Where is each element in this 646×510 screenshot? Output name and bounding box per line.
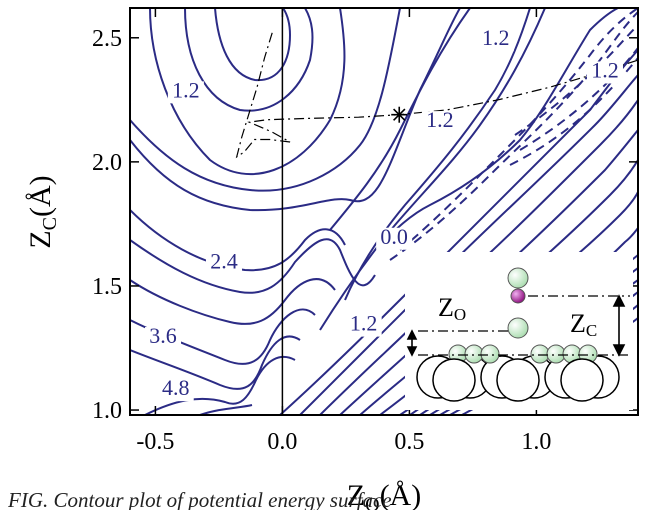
saddle-stroke — [393, 108, 406, 121]
reaction-path — [235, 32, 638, 159]
contour-label: 1.2 — [172, 77, 200, 102]
contour-line — [299, 74, 638, 415]
contour-line-dashed — [519, 47, 638, 151]
contour-line — [184, 8, 314, 112]
saddle-point-marker — [391, 106, 408, 123]
contour-line — [130, 278, 336, 325]
inset-schematic: ZO ZC — [405, 252, 633, 410]
x-tick-label: 0.5 — [394, 429, 424, 455]
contour-label-bg — [167, 81, 204, 104]
contour-line — [130, 335, 301, 390]
contour-line — [130, 8, 401, 192]
x-tick-label: 1.0 — [521, 429, 551, 455]
contour-label: 1.2 — [591, 57, 619, 82]
contour-label: 0.0 — [380, 224, 408, 249]
contour-line — [379, 8, 619, 246]
contour-label-bg — [205, 252, 242, 275]
contour-label-bg — [345, 314, 382, 337]
x-axis-title-sub: O — [365, 494, 379, 510]
x-axis-title: ZO(Å) — [347, 479, 421, 510]
figure-caption: FIG. Contour plot of potential energy su… — [8, 488, 392, 510]
oxygen-atom-adsorbed — [507, 317, 529, 339]
y-axis-title: ZC(Å) — [24, 175, 61, 248]
contour-line — [319, 99, 638, 415]
contour-label: 4.8 — [162, 375, 190, 400]
y-axis-title-sub: C — [39, 217, 61, 230]
contour-line-dashed — [509, 57, 638, 166]
contour-line — [149, 8, 346, 176]
inset-label-zo: ZO — [438, 293, 466, 324]
contour-labels: 1.2 1.2 1.2 1.2 0.0 1.2 2.4 3.6 4.8 — [145, 25, 623, 402]
contour-line — [279, 49, 638, 415]
contour-line — [329, 8, 471, 231]
contour-label-bg — [145, 327, 182, 350]
contour-line — [130, 8, 461, 212]
y-tick-label: 2.0 — [92, 150, 122, 176]
carbon-atom — [510, 288, 526, 304]
x-tick-label: 0.0 — [267, 429, 297, 455]
contour-label: 3.6 — [149, 323, 177, 348]
plot-frame — [129, 7, 639, 416]
y-axis-title-unit: (Å) — [24, 175, 57, 217]
inset-label-zc: ZC — [570, 309, 597, 340]
y-tick-label: 2.5 — [92, 26, 122, 52]
substrate-atoms-front — [432, 358, 604, 402]
contour-line — [319, 8, 546, 331]
contour-line-dashed — [389, 11, 638, 261]
zo-arrow — [406, 329, 418, 357]
contour-label: 2.4 — [210, 249, 238, 274]
contour-line — [144, 355, 296, 415]
contour-label-bg — [586, 61, 623, 84]
contour-label-bg — [421, 111, 458, 134]
oxygen-atom-molecule — [507, 267, 529, 289]
contour-line — [130, 209, 346, 272]
x-axis-title-unit: (Å) — [380, 479, 422, 510]
contour-line — [344, 8, 531, 301]
contour-label: 1.2 — [426, 107, 454, 132]
contour-label-bg — [477, 29, 514, 52]
contour-label: 1.2 — [482, 25, 510, 50]
x-axis-title-main: Z — [347, 479, 365, 510]
contour-label: 1.2 — [350, 311, 378, 336]
contour-line — [199, 404, 253, 415]
contour-line — [214, 8, 292, 82]
contour-label-bg — [157, 379, 194, 402]
contour-label-bg — [376, 227, 413, 250]
axis-tick-labels: -0.5 0.0 0.5 1.0 1.0 1.5 2.0 2.5 — [92, 26, 551, 455]
y-axis-title-main: Z — [24, 230, 57, 248]
y-tick-label: 1.5 — [92, 274, 122, 300]
zc-arrow — [612, 294, 626, 357]
y-tick-label: 1.0 — [92, 398, 122, 424]
x-tick-label: -0.5 — [136, 429, 174, 455]
contour-line — [130, 238, 376, 294]
contour-line-dashed — [399, 8, 638, 251]
